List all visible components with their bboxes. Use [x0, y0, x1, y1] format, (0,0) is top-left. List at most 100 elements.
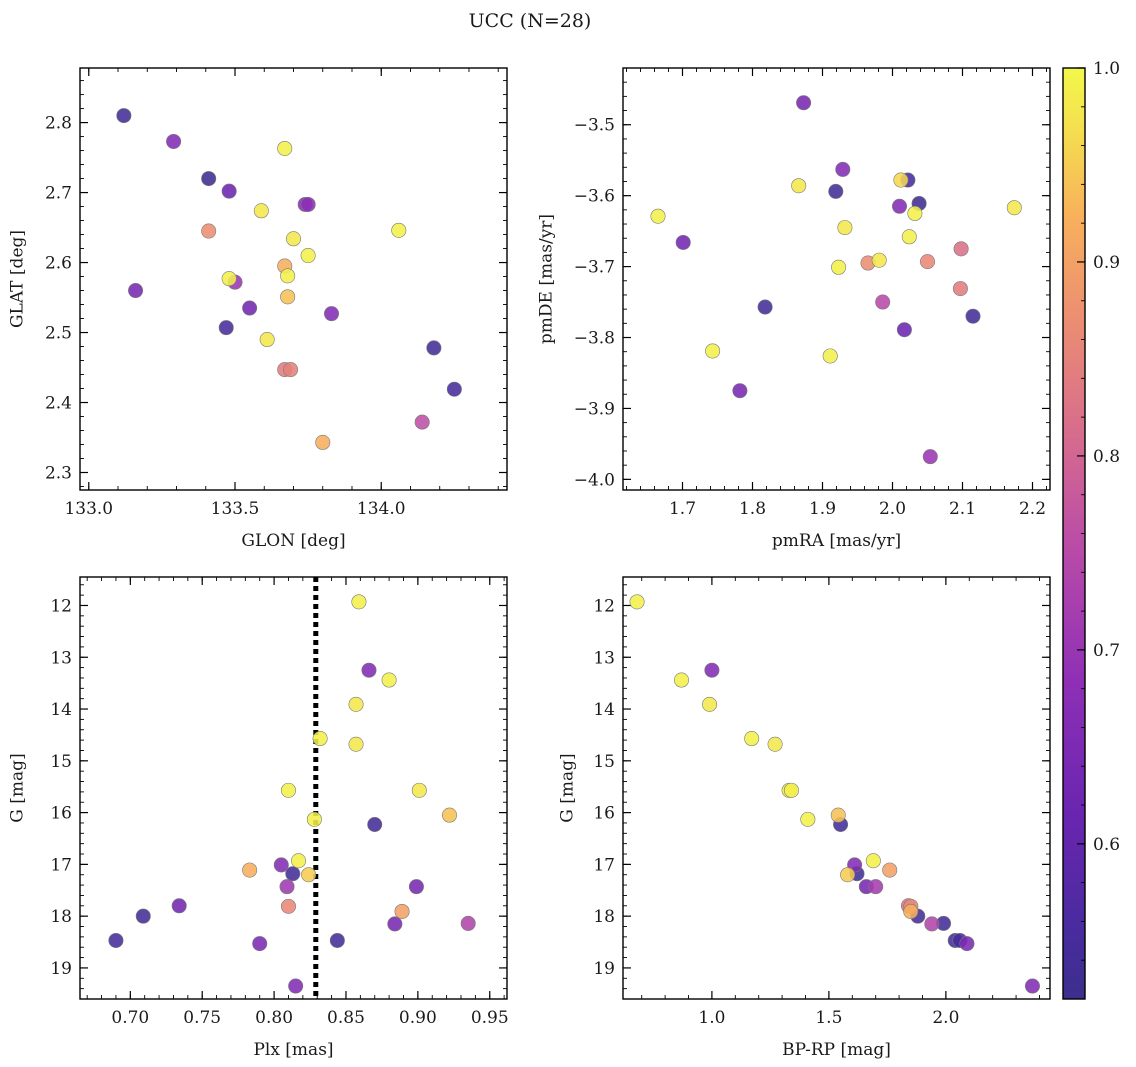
- x-tick-label: 2.2: [1019, 499, 1046, 519]
- data-point: [650, 208, 666, 224]
- data-point: [831, 259, 847, 275]
- data-point: [901, 229, 917, 245]
- data-point: [201, 223, 217, 239]
- data-point: [953, 241, 969, 257]
- x-tick-label: 0.70: [111, 1008, 149, 1028]
- x-tick-label: 1.5: [815, 1008, 842, 1028]
- data-point: [840, 867, 856, 883]
- x-axis-label: pmRA [mas/yr]: [772, 531, 901, 551]
- data-point: [315, 434, 331, 450]
- data-point: [391, 222, 407, 238]
- data-point: [791, 178, 807, 194]
- data-point: [300, 196, 316, 212]
- data-point: [381, 672, 397, 688]
- axes-frame: [79, 67, 508, 491]
- data-point: [837, 220, 853, 236]
- data-point: [277, 140, 293, 156]
- y-tick-label: 2.4: [45, 394, 72, 414]
- data-point: [675, 234, 691, 250]
- data-point: [171, 898, 187, 914]
- x-tick-label: 1.0: [698, 1008, 725, 1028]
- y-tick-label: 15: [593, 752, 615, 772]
- y-tick-label: 18: [50, 907, 72, 927]
- x-tick-label: 134.0: [357, 499, 406, 519]
- colorbar-tick-label: 0.9: [1093, 253, 1120, 273]
- data-point: [348, 736, 364, 752]
- colorbar-tick-label: 0.7: [1093, 641, 1120, 661]
- data-point: [367, 816, 383, 832]
- x-tick-label: 133.5: [211, 499, 260, 519]
- data-point: [796, 95, 812, 111]
- y-tick-label: 16: [593, 804, 615, 824]
- y-axis-label: pmDE [mas/yr]: [537, 214, 557, 344]
- y-tick-label: 18: [593, 907, 615, 927]
- axes-frame: [622, 67, 1051, 491]
- y-axis-label: GLAT [deg]: [8, 230, 28, 328]
- y-tick-label: −3.7: [574, 258, 615, 278]
- scatter-points: [650, 95, 1022, 465]
- data-point: [924, 916, 940, 932]
- y-axis-label: G [mag]: [558, 753, 578, 822]
- data-point: [285, 866, 301, 882]
- data-point: [252, 936, 268, 952]
- y-tick-label: −3.5: [574, 116, 615, 136]
- x-axis-label: Plx [mas]: [253, 1040, 333, 1060]
- panel-plx-g: 0.70 0.75 0.80 0.85 0.90 0.95 12 13 14 15 16 17 18 19…: [8, 576, 509, 1060]
- x-axis-label: GLON [deg]: [241, 531, 345, 551]
- y-axis-label: G [mag]: [8, 753, 28, 822]
- data-point: [835, 161, 851, 177]
- data-point: [767, 736, 783, 752]
- data-point: [830, 807, 846, 823]
- data-point: [822, 348, 838, 364]
- data-point: [865, 853, 881, 869]
- data-point: [324, 306, 340, 322]
- data-point: [757, 299, 773, 315]
- data-point: [279, 879, 295, 895]
- y-tick-label: −4.0: [574, 470, 615, 490]
- data-point: [705, 343, 721, 359]
- y-tick-label: 13: [50, 648, 72, 668]
- data-point: [394, 903, 410, 919]
- data-point: [387, 916, 403, 932]
- axes-frame: [79, 576, 508, 1000]
- x-tick-label: 0.95: [471, 1008, 509, 1028]
- data-point: [426, 340, 442, 356]
- data-point: [732, 383, 748, 399]
- data-point: [242, 300, 258, 316]
- data-point: [896, 322, 912, 338]
- panel-cmd: 1.0 1.5 2.0 12 13 14 15 16 17 18 19 BP-RP [mag] G [m…: [558, 576, 1051, 1060]
- data-point: [253, 203, 269, 219]
- data-point: [446, 381, 462, 397]
- data-point: [828, 183, 844, 199]
- data-point: [411, 782, 427, 798]
- data-point: [301, 867, 317, 883]
- y-tick-label: 17: [593, 855, 615, 875]
- data-point: [300, 248, 316, 264]
- x-tick-label: 2.0: [879, 499, 906, 519]
- y-tick-label: 2.8: [45, 114, 72, 134]
- colorbar-tick-label: 0.8: [1093, 447, 1120, 467]
- y-tick-label: −3.9: [574, 399, 615, 419]
- data-point: [259, 332, 275, 348]
- data-point: [460, 915, 476, 931]
- data-point: [959, 936, 975, 952]
- data-point: [744, 731, 760, 747]
- data-point: [288, 978, 304, 994]
- y-tick-label: 12: [593, 596, 615, 616]
- data-point: [408, 879, 424, 895]
- data-point: [116, 108, 132, 124]
- x-tick-label: 0.85: [327, 1008, 365, 1028]
- data-point: [166, 133, 182, 149]
- y-tick-label: 2.5: [45, 324, 72, 344]
- data-point: [875, 294, 891, 310]
- data-point: [351, 594, 367, 610]
- x-tick-label: 1.7: [669, 499, 696, 519]
- data-point: [221, 183, 237, 199]
- x-tick-label: 133.0: [64, 499, 113, 519]
- y-tick-label: 14: [50, 700, 72, 720]
- data-point: [952, 281, 968, 297]
- x-tick-label: 0.90: [399, 1008, 437, 1028]
- panel-glon-glat: 133.0 133.5 134.0 2.3 2.4 2.5 2.6 2.7 2.8 GLON [d…: [8, 67, 508, 551]
- data-point: [871, 252, 887, 268]
- data-point: [919, 254, 935, 270]
